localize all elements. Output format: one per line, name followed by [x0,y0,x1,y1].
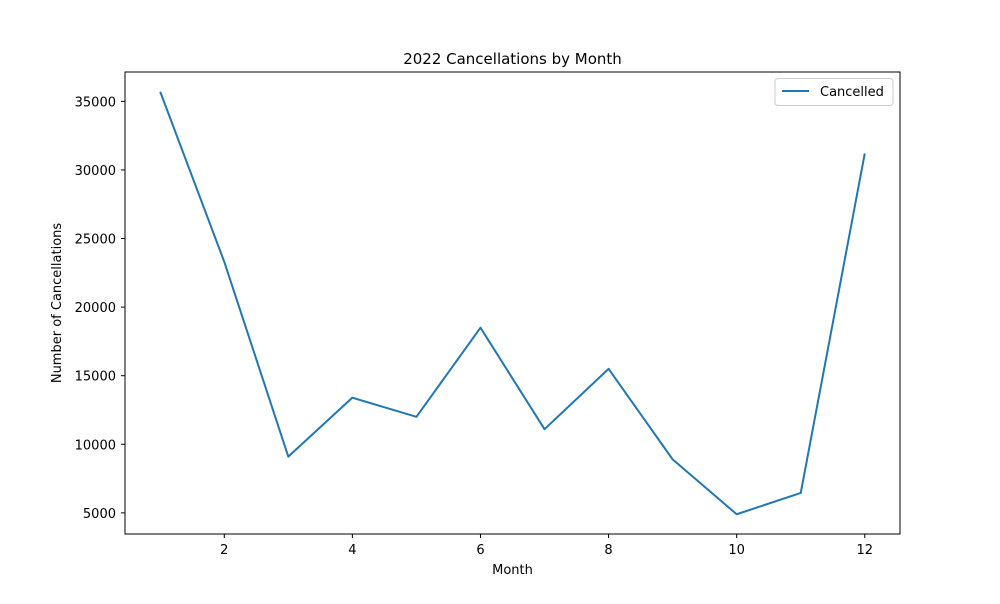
series-line-cancelled [159,91,866,516]
x-tick-label: 2 [220,543,228,558]
y-axis-ticks: 5000 10000 15000 20000 25000 30000 35000 [75,95,125,522]
legend-label-cancelled: Cancelled [820,85,884,100]
legend-box [774,78,894,106]
x-axis-ticks: 2 4 6 8 10 12 [220,534,873,558]
y-axis-label: Number of Cancellations [50,223,65,384]
x-axis-label: Month [492,563,533,578]
x-tick-label: 8 [604,543,612,558]
y-tick-label: 25000 [75,233,116,248]
x-tick-label: 12 [856,543,873,558]
x-tick-label: 10 [728,543,745,558]
y-tick-label: 15000 [75,370,116,385]
plot-background [125,72,900,534]
y-tick-label: 10000 [75,438,116,453]
y-tick-label: 5000 [83,507,116,522]
y-tick-label: 20000 [75,301,116,316]
x-tick-label: 6 [476,543,484,558]
plot-frame [124,71,901,535]
y-tick-label: 35000 [75,95,116,110]
chart-title: 2022 Cancellations by Month [403,50,622,68]
legend: Cancelled [774,78,894,106]
y-tick-label: 30000 [75,164,116,179]
plot-area [125,72,900,534]
x-tick-label: 4 [348,543,356,558]
series-layer [159,91,866,516]
